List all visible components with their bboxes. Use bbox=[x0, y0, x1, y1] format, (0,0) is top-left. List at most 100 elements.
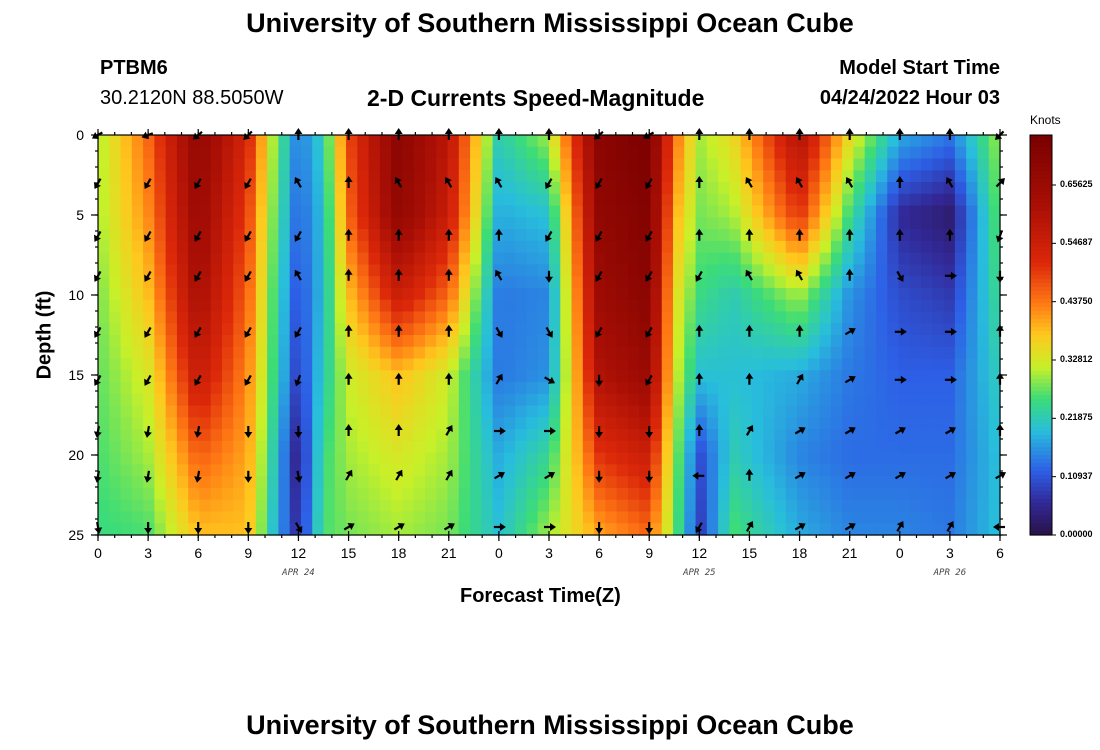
heatmap-cell bbox=[966, 229, 979, 242]
heatmap-cell bbox=[887, 511, 900, 524]
heatmap-cell bbox=[808, 252, 821, 266]
current-vector bbox=[394, 268, 403, 281]
heatmap-cell bbox=[278, 146, 291, 160]
current-vector bbox=[344, 324, 353, 337]
heatmap-cell bbox=[627, 205, 640, 218]
heatmap-cell bbox=[357, 429, 370, 442]
heatmap-cell bbox=[966, 311, 979, 324]
heatmap-cell bbox=[864, 252, 877, 266]
heatmap-cell bbox=[458, 358, 471, 371]
heatmap-cell bbox=[774, 299, 787, 313]
heatmap-cell bbox=[481, 476, 494, 489]
heatmap-cell bbox=[751, 299, 764, 313]
heatmap-cell bbox=[537, 135, 550, 148]
heatmap-cell bbox=[639, 170, 652, 183]
heatmap-cell bbox=[255, 276, 268, 289]
heatmap-cell bbox=[537, 523, 550, 536]
heatmap-cell bbox=[470, 264, 482, 277]
heatmap-cell bbox=[673, 523, 685, 536]
current-vector bbox=[795, 228, 804, 241]
model-start-label: Model Start Time bbox=[839, 57, 1000, 79]
heatmap-cell bbox=[267, 229, 280, 242]
heatmap-cell bbox=[875, 382, 888, 395]
heatmap-cell bbox=[909, 135, 922, 148]
heatmap-cell bbox=[853, 417, 866, 430]
colorbar-swatch bbox=[1030, 151, 1052, 156]
colorbar-tick-label: 0.00000 bbox=[1060, 529, 1093, 539]
heatmap-cell bbox=[966, 346, 979, 360]
heatmap-cell bbox=[650, 382, 663, 395]
heatmap-cell bbox=[921, 182, 933, 195]
heatmap-cell bbox=[571, 311, 584, 324]
heatmap-cell bbox=[210, 287, 223, 301]
heatmap-cell bbox=[481, 382, 494, 395]
heatmap-cell bbox=[233, 205, 246, 218]
heatmap-cell bbox=[447, 358, 460, 371]
heatmap-cell bbox=[909, 452, 922, 466]
heatmap-cell bbox=[413, 417, 426, 430]
heatmap-cell bbox=[740, 146, 753, 160]
heatmap-cell bbox=[165, 452, 178, 466]
heatmap-cell bbox=[842, 370, 855, 383]
heatmap-cell bbox=[695, 217, 708, 230]
heatmap-cell bbox=[785, 135, 798, 148]
heatmap-cell bbox=[921, 511, 933, 524]
heatmap-cell bbox=[98, 382, 110, 395]
heatmap-cell bbox=[413, 299, 426, 313]
heatmap-cell bbox=[188, 205, 201, 218]
heatmap-cell bbox=[312, 146, 325, 160]
heatmap-cell bbox=[312, 358, 325, 371]
heatmap-cell bbox=[560, 358, 573, 371]
heatmap-cell bbox=[966, 146, 979, 160]
heatmap-cell bbox=[447, 323, 460, 336]
heatmap-cell bbox=[413, 523, 426, 536]
heatmap-cell bbox=[210, 346, 223, 360]
heatmap-cell bbox=[763, 182, 776, 195]
heatmap-cell bbox=[391, 417, 404, 430]
heatmap-cell bbox=[402, 299, 415, 313]
x-axis-title: Forecast Time(Z) bbox=[460, 585, 621, 607]
heatmap-cell bbox=[819, 193, 832, 207]
heatmap-cell bbox=[436, 476, 449, 489]
heatmap-cell bbox=[932, 440, 945, 454]
heatmap-cell bbox=[267, 205, 280, 218]
heatmap-cell bbox=[898, 276, 911, 289]
heatmap-cell bbox=[830, 464, 843, 477]
heatmap-cell bbox=[571, 252, 584, 266]
heatmap-cell bbox=[594, 335, 606, 348]
heatmap-cell bbox=[988, 205, 1001, 218]
heatmap-cell bbox=[176, 335, 189, 348]
heatmap-cell bbox=[549, 487, 561, 501]
heatmap-cell bbox=[233, 252, 246, 266]
x-tick-label: 0 bbox=[94, 545, 102, 561]
heatmap-cell bbox=[616, 158, 629, 171]
current-vector bbox=[393, 523, 405, 531]
heatmap-cell bbox=[188, 146, 201, 160]
heatmap-cell bbox=[379, 170, 392, 183]
heatmap-cell bbox=[470, 276, 482, 289]
y-tick-label: 0 bbox=[76, 127, 84, 143]
heatmap-cell bbox=[740, 476, 753, 489]
heatmap-cell bbox=[278, 476, 291, 489]
heatmap-cell bbox=[627, 276, 640, 289]
heatmap-cell bbox=[684, 370, 697, 383]
heatmap-cell bbox=[695, 405, 708, 418]
heatmap-cell bbox=[921, 346, 933, 360]
heatmap-cell bbox=[740, 299, 753, 313]
heatmap-cell bbox=[131, 323, 144, 336]
heatmap-cell bbox=[458, 276, 471, 289]
heatmap-cell bbox=[109, 193, 122, 207]
heatmap-cell bbox=[436, 499, 449, 513]
heatmap-cell bbox=[98, 229, 110, 242]
heatmap-cell bbox=[582, 523, 595, 536]
heatmap-cell bbox=[503, 299, 516, 313]
heatmap-cell bbox=[605, 393, 618, 407]
heatmap-cell bbox=[267, 476, 280, 489]
colorbar-swatch bbox=[1030, 247, 1052, 252]
heatmap-cell bbox=[605, 229, 618, 242]
heatmap-cell bbox=[751, 276, 764, 289]
heatmap-cell bbox=[176, 217, 189, 230]
current-vector bbox=[244, 178, 252, 190]
heatmap-cell bbox=[729, 323, 742, 336]
heatmap-cell bbox=[661, 311, 674, 324]
